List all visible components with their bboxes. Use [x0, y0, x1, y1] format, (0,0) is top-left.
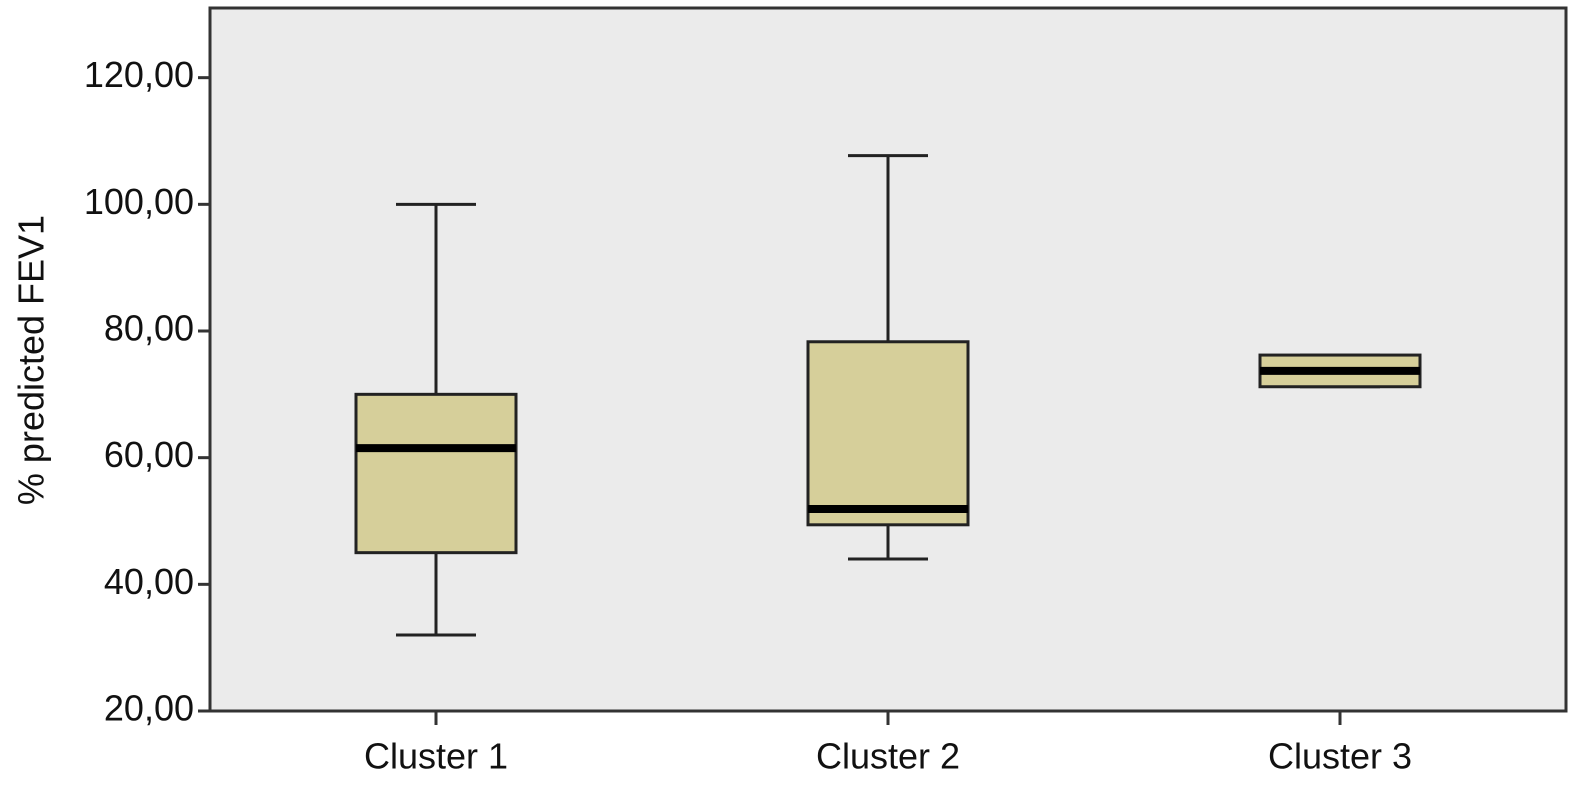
- y-tick-label: 40,00: [104, 561, 194, 602]
- x-tick-label: Cluster 3: [1268, 736, 1412, 777]
- y-tick-label: 100,00: [84, 181, 194, 222]
- y-axis-label: % predicted FEV1: [11, 215, 52, 505]
- x-tick-label: Cluster 2: [816, 736, 960, 777]
- y-tick-label: 80,00: [104, 308, 194, 349]
- box: [806, 340, 970, 527]
- y-tick-label: 60,00: [104, 434, 194, 475]
- y-tick-label: 20,00: [104, 688, 194, 729]
- y-tick-label: 120,00: [84, 54, 194, 95]
- box: [354, 392, 518, 555]
- x-tick-label: Cluster 1: [364, 736, 508, 777]
